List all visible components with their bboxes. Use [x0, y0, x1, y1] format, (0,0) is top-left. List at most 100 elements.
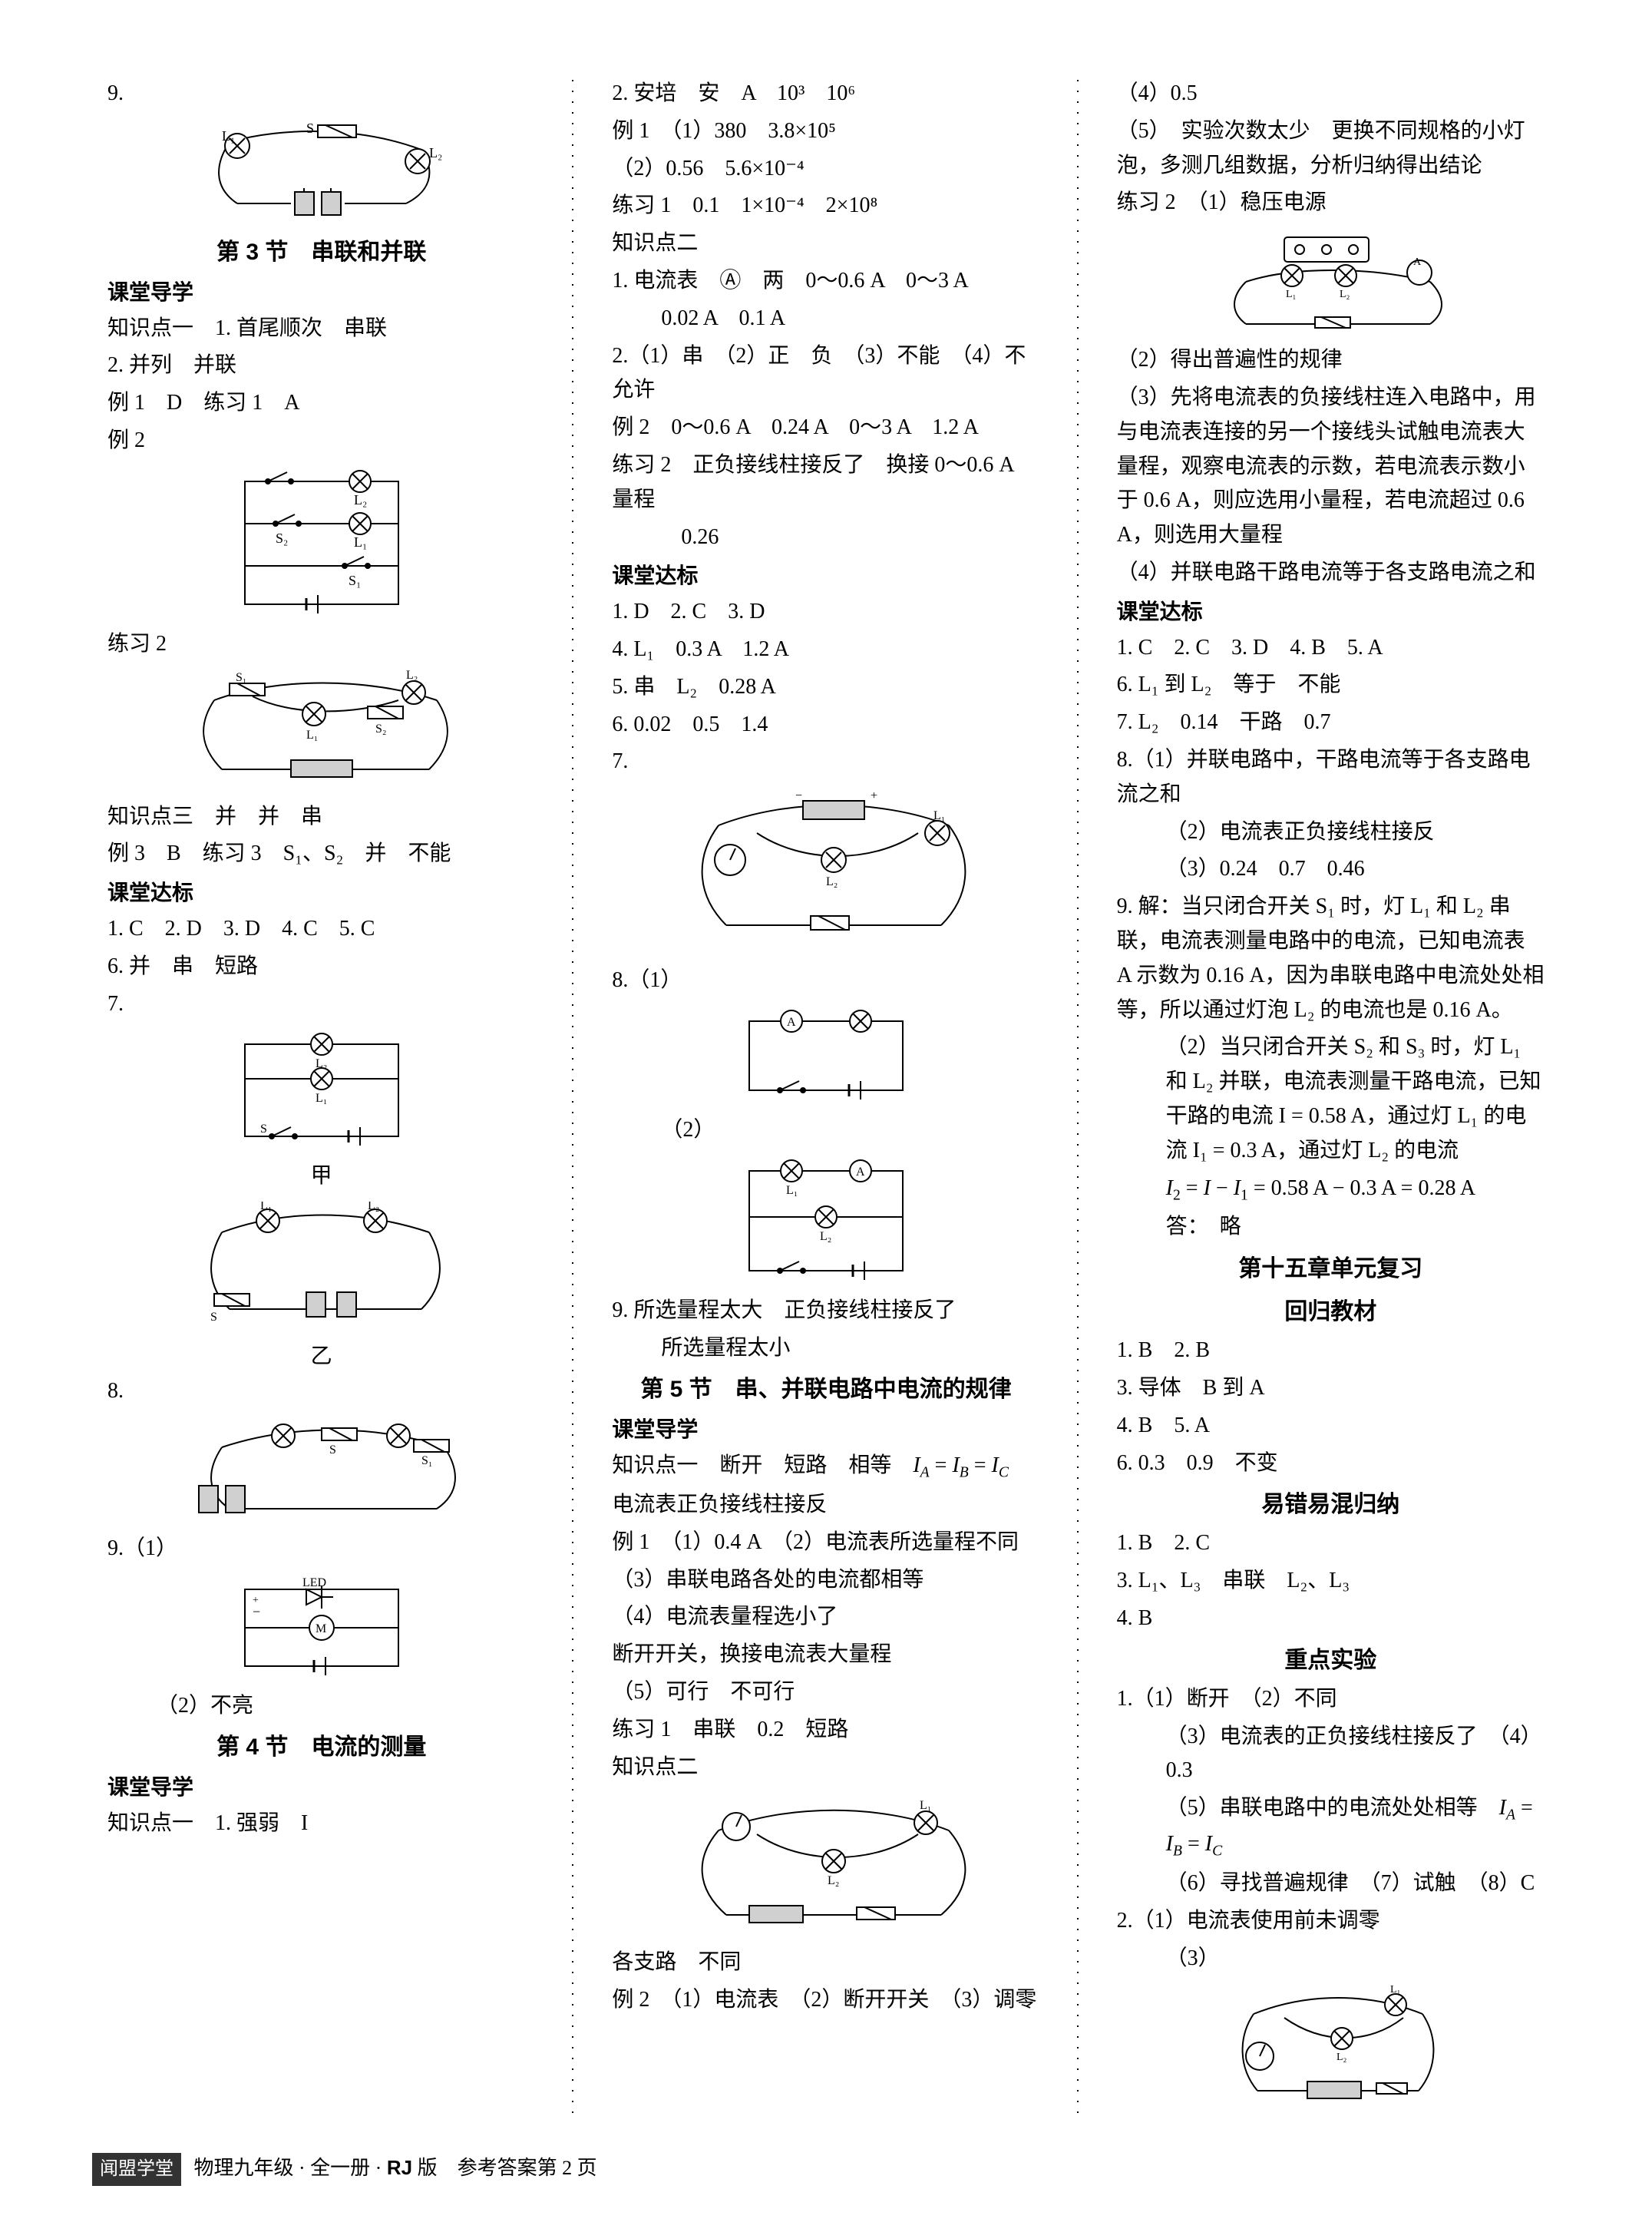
c1-d9b: （2）不亮: [107, 1689, 535, 1724]
column-3: （4）0.5 （5） 实验次数太少 更换不同规格的小灯泡，多测几组数据，分析归纳…: [1102, 77, 1560, 2121]
svg-text:L₂: L₂: [429, 145, 442, 160]
c2-d5: 5. 串 L₂ 0.28 A: [612, 670, 1039, 705]
c3-r6: 6. 0.3 0.9 不变: [1117, 1447, 1545, 1481]
c3-d7: 7. L₂ 0.14 干路 0.7: [1117, 706, 1545, 740]
svg-text:LED: LED: [302, 1576, 326, 1589]
c2-k2b: 知识点二: [612, 1751, 1039, 1785]
c3-z1b: （3）电流表的正负接线柱接反了 （4）0.3: [1117, 1720, 1545, 1789]
c2-li1b: （3）串联电路各处的电流都相等: [612, 1563, 1039, 1598]
c3-l5: （3）先将电流表的负接线柱连入电路中，用与电流表连接的另一个接线头试触电流表大量…: [1117, 381, 1545, 553]
c1-lx2: 练习 2: [107, 627, 535, 662]
zd-title: 重点实验: [1117, 1642, 1545, 1679]
c2-d9b: 所选量程太小: [612, 1331, 1039, 1366]
fig-col2-d8b: L₁ A L₂: [612, 1156, 1039, 1286]
svg-text:S: S: [210, 1311, 217, 1324]
c1-d7: 7.: [107, 987, 535, 1022]
c3-d9d: 答： 略: [1117, 1210, 1545, 1245]
c1-li3: 例 3 B 练习 3 S₁、S₂ 并 不能: [107, 837, 535, 871]
fig-col1-li2: L₂ S₂ L₁ S₁: [107, 466, 535, 620]
c2-l5b: 0.02 A 0.1 A: [612, 302, 1039, 336]
c2-d7: 7.: [612, 745, 1039, 779]
fig-col1-d7-jia: L₂ L₁ S: [107, 1029, 535, 1152]
c2-gezhilu: 各支路 不同: [612, 1946, 1039, 1980]
svg-text:L₁: L₁: [222, 128, 235, 144]
svg-text:−: −: [795, 789, 802, 802]
c2-k1b: 电流表正负接线柱接反: [612, 1488, 1039, 1523]
q9-label: 9.: [107, 77, 535, 111]
fig-col1-lx2: S₁ L₂ L₁ S₂: [107, 670, 535, 792]
c1-k1: 知识点一 1. 首尾顺次 串联: [107, 312, 535, 346]
fig-col2-k2b: L₁ L₂: [612, 1792, 1039, 1938]
c3-l1: （4）0.5: [1117, 77, 1545, 111]
svg-text:+: +: [871, 789, 877, 802]
c3-y3: 3. L₁、L₃ 串联 L₂、L₃: [1117, 1564, 1545, 1599]
yi-label: 乙: [107, 1340, 535, 1374]
c2-li2: 例 2 （1）电流表 （2）断开开关 （3）调零: [612, 1983, 1039, 2018]
c2-l5: 1. 电流表 Ⓐ 两 0～0.6 A 0～3 A: [612, 264, 1039, 299]
fig-col2-d8a: A: [612, 1006, 1039, 1106]
c3-d8c: （3）0.24 0.7 0.46: [1117, 852, 1545, 887]
svg-text:L₂: L₂: [406, 670, 418, 682]
footer-text: 物理九年级 · 全一册 · RJ 版 参考答案第 2 页: [194, 2157, 597, 2179]
svg-text:L₁: L₁: [260, 1202, 272, 1212]
c3-z1c: （5）串联电路中的电流处处相等 IA = IB = IC: [1117, 1791, 1545, 1863]
svg-text:S: S: [260, 1123, 267, 1136]
c2-d9: 9. 所选量程太大 正负接线柱接反了: [612, 1294, 1039, 1328]
fig-col1-d7-yi: L₁ L₂ S: [107, 1202, 535, 1332]
c3-z2b: （3）: [1117, 1942, 1545, 1976]
c2-l8b: 0.26: [612, 521, 1039, 555]
c3-z1: 1.（1）断开 （2）不同: [1117, 1682, 1545, 1717]
svg-text:L₁: L₁: [1390, 1984, 1400, 1996]
section-15-title-2: 回归教材: [1117, 1294, 1545, 1331]
footer-brand: 闻盟学堂: [92, 2153, 181, 2185]
c2-l4: 练习 1 0.1 1×10⁻⁴ 2×10⁸: [612, 189, 1039, 223]
c2-li1: 例 1 （1）0.4 A （2）电流表所选量程不同: [612, 1526, 1039, 1560]
c2-k1a: 知识点一 断开 短路 相等 IA = IB = IC: [612, 1449, 1039, 1485]
c2-li1c: （4）电流表量程选小了: [612, 1600, 1039, 1635]
column-1: 9. L₁ L₂ S 第 3 节 串联和并联: [92, 77, 550, 2121]
column-2: 2. 安培 安 A 10³ 10⁶ 例 1 （1）380 3.8×10⁵ （2）…: [596, 77, 1055, 2121]
fig-col2-d7: − + L₁ L₂: [612, 787, 1039, 956]
c1-dabiao: 课堂达标: [107, 876, 535, 911]
svg-text:L₂: L₂: [826, 875, 838, 888]
c2-l8: 练习 2 正负接线柱接反了 换接 0～0.6 A 量程: [612, 448, 1039, 517]
c3-r4: 4. B 5. A: [1117, 1409, 1545, 1443]
jia-label: 甲: [107, 1159, 535, 1194]
c2-ketang: 课堂导学: [612, 1413, 1039, 1447]
c3-z2: 2.（1）电流表使用前未调零: [1117, 1904, 1545, 1939]
c3-d8: 8.（1）并联电路中，干路电流等于各支路电流之和: [1117, 743, 1545, 812]
c3-y1: 1. B 2. C: [1117, 1526, 1545, 1561]
c3-d6: 6. L₁ 到 L₂ 等于 不能: [1117, 668, 1545, 703]
c1-ketang2: 课堂导学: [107, 1771, 535, 1805]
c1-k2: 2. 并列 并联: [107, 349, 535, 383]
c2-l1: 2. 安培 安 A 10³ 10⁶: [612, 77, 1039, 111]
c1-d1: 1. C 2. D 3. D 4. C 5. C: [107, 912, 535, 947]
svg-text:L₂: L₂: [1340, 289, 1350, 300]
c1-li2: 例 2: [107, 424, 535, 458]
c2-d8: 8.（1）: [612, 964, 1039, 998]
svg-text:M: M: [316, 1622, 326, 1635]
yicuo-title: 易错易混归纳: [1117, 1486, 1545, 1523]
c3-d9: 9. 解：当只闭合开关 S₁ 时，灯 L₁ 和 L₂ 串联，电流表测量电路中的电…: [1117, 890, 1545, 1027]
c2-d4: 4. L₁ 0.3 A 1.2 A: [612, 633, 1039, 667]
footer: 闻盟学堂 物理九年级 · 全一册 · RJ 版 参考答案第 2 页: [92, 2152, 1560, 2185]
c3-l3: 练习 2 （1）稳压电源: [1117, 186, 1545, 220]
svg-text:L₂: L₂: [368, 1202, 379, 1212]
c1-d8: 8.: [107, 1374, 535, 1409]
c3-l2: （5） 实验次数太少 更换不同规格的小灯泡，多测几组数据，分析归纳得出结论: [1117, 114, 1545, 184]
c3-z1d: （6）寻找普遍规律 （7）试触 （8）C: [1117, 1867, 1545, 1901]
svg-text:S₂: S₂: [276, 531, 288, 546]
svg-text:S₁: S₁: [421, 1454, 432, 1467]
svg-text:S₂: S₂: [375, 723, 386, 736]
c2-l7: 例 2 0～0.6 A 0.24 A 0～3 A 1.2 A: [612, 411, 1039, 445]
fig-col3-lx2: L₁ L₂ A: [1117, 228, 1545, 336]
section-5-title: 第 5 节 串、并联电路中电流的规律: [612, 1371, 1039, 1408]
svg-text:S: S: [306, 121, 314, 136]
c3-l6: （4）并联电路干路电流等于各支路电流之和: [1117, 556, 1545, 590]
svg-text:L₂: L₂: [1336, 2052, 1347, 2063]
fig-col1-d8: S S₁: [107, 1417, 535, 1524]
svg-text:S₁: S₁: [236, 671, 246, 684]
svg-text:S₁: S₁: [349, 573, 361, 588]
svg-text:A: A: [856, 1166, 865, 1179]
c2-l2: 例 1 （1）380 3.8×10⁵: [612, 114, 1039, 149]
